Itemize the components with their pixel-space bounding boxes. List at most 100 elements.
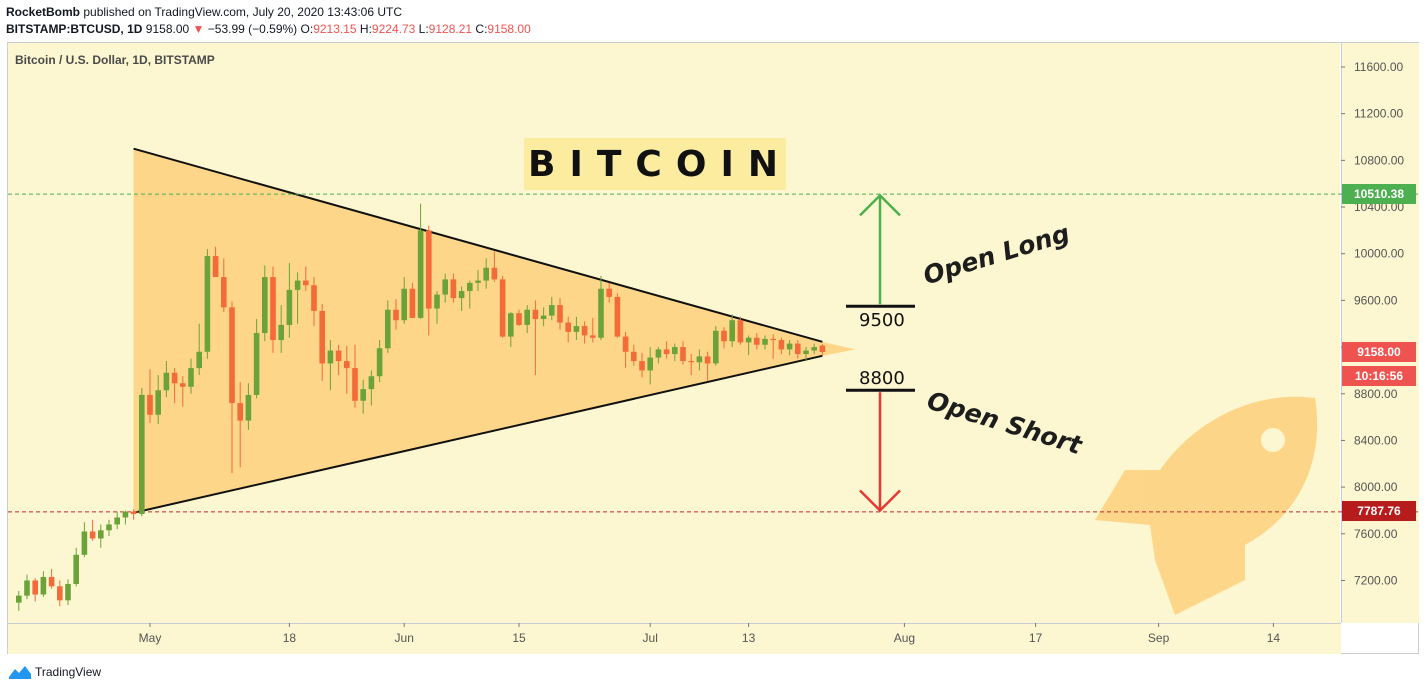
candle [81, 522, 88, 558]
candle-body [180, 383, 186, 387]
candle [221, 258, 227, 313]
candle [204, 249, 211, 359]
candle-body [803, 350, 809, 355]
candle [565, 316, 571, 343]
candle [639, 352, 645, 378]
x-tick-label: Jul [643, 631, 658, 645]
candle [155, 375, 161, 425]
candle-body [294, 280, 301, 290]
candle [688, 354, 694, 376]
candle [590, 317, 596, 343]
candle [171, 368, 178, 404]
low-value: 9128.21 [428, 22, 473, 36]
candle [614, 293, 621, 338]
last-price-header: 9158.00 [145, 22, 190, 36]
author-name[interactable]: RocketBomb [6, 5, 81, 19]
candle [483, 258, 489, 289]
candle-body [631, 351, 637, 362]
candle [385, 300, 391, 353]
candle [737, 316, 744, 345]
close-label: C: [475, 22, 488, 36]
candle-body [130, 511, 137, 514]
time-axis-ticks: May 18 Jun 15 Jul 13 Aug 17 Sep 14 [139, 623, 1281, 645]
tradingview-logo-icon[interactable] [8, 664, 32, 680]
candle [770, 334, 776, 359]
candle [704, 351, 711, 381]
candle [147, 369, 153, 423]
candle [434, 291, 440, 324]
candle-body [795, 343, 801, 355]
time-axis[interactable] [8, 623, 1341, 654]
publish-info: RocketBomb published on TradingView.com,… [6, 5, 402, 19]
candle [598, 275, 604, 341]
open-value: 9213.15 [313, 22, 357, 36]
candle-body [89, 531, 96, 539]
long-arrow-head [859, 193, 901, 217]
candle-body [434, 294, 440, 309]
candle-body [778, 340, 785, 350]
last-price-tag: 9158.00 [1342, 342, 1416, 362]
candle-body [98, 530, 104, 539]
candle [229, 301, 235, 474]
candle [622, 331, 629, 369]
candle [130, 509, 137, 520]
candle-body [532, 309, 539, 320]
candle-body [442, 279, 448, 295]
candle-body [762, 338, 768, 345]
candles [16, 203, 826, 611]
candle-body [598, 288, 604, 338]
candle-body [278, 324, 284, 341]
price-axis[interactable] [1341, 43, 1419, 623]
candle [786, 340, 793, 356]
tradingview-brand[interactable]: TradingView [35, 665, 102, 679]
candle [540, 307, 547, 327]
x-tick-label: Aug [894, 631, 915, 645]
candle-body [426, 230, 432, 309]
candle [417, 203, 424, 320]
x-tick-label: 14 [1267, 631, 1281, 645]
candle-body [819, 345, 826, 352]
candle [795, 340, 801, 359]
candle-body [754, 337, 760, 345]
y-tick-label: 8400.00 [1354, 433, 1398, 447]
candle [319, 303, 325, 381]
candle-body [565, 322, 571, 332]
candle-body [237, 403, 243, 421]
price-change: −53.99 (−0.59%) [207, 22, 298, 36]
candle [122, 510, 129, 525]
candle-body [696, 356, 703, 363]
candle [491, 251, 498, 282]
candle-body [335, 350, 342, 362]
candle [532, 300, 539, 376]
candle [508, 312, 514, 348]
candle [573, 316, 580, 341]
triangle-fill [133, 148, 856, 513]
high-label: H: [359, 22, 372, 36]
short-level-label: 8800 [859, 368, 905, 389]
candle-body [270, 277, 276, 341]
candle-body [212, 256, 219, 278]
target-price-tag: 10510.38 [1342, 184, 1416, 204]
candle-body [417, 230, 424, 318]
long-level-label: 9500 [859, 310, 905, 331]
candle-body [409, 288, 416, 318]
candle [557, 298, 563, 330]
candle-body [147, 394, 153, 415]
candle-body [721, 330, 727, 342]
candle-body [204, 256, 211, 352]
symbol-description[interactable]: Bitcoin / U.S. Dollar, 1D, BITSTAMP [15, 53, 215, 67]
candle [335, 344, 342, 376]
candle [16, 590, 22, 611]
candle [98, 524, 104, 548]
candle-body [229, 307, 235, 404]
candle-body [401, 288, 407, 321]
candle [40, 571, 47, 597]
candle [188, 358, 194, 394]
candle-body [32, 580, 38, 595]
candle-body [385, 309, 391, 349]
countdown-tag: 10:16:56 [1342, 366, 1416, 386]
candle-body [344, 361, 350, 369]
down-triangle-icon: ▼ [192, 22, 205, 36]
candle-body [811, 347, 817, 351]
short-arrow-head [859, 489, 901, 513]
